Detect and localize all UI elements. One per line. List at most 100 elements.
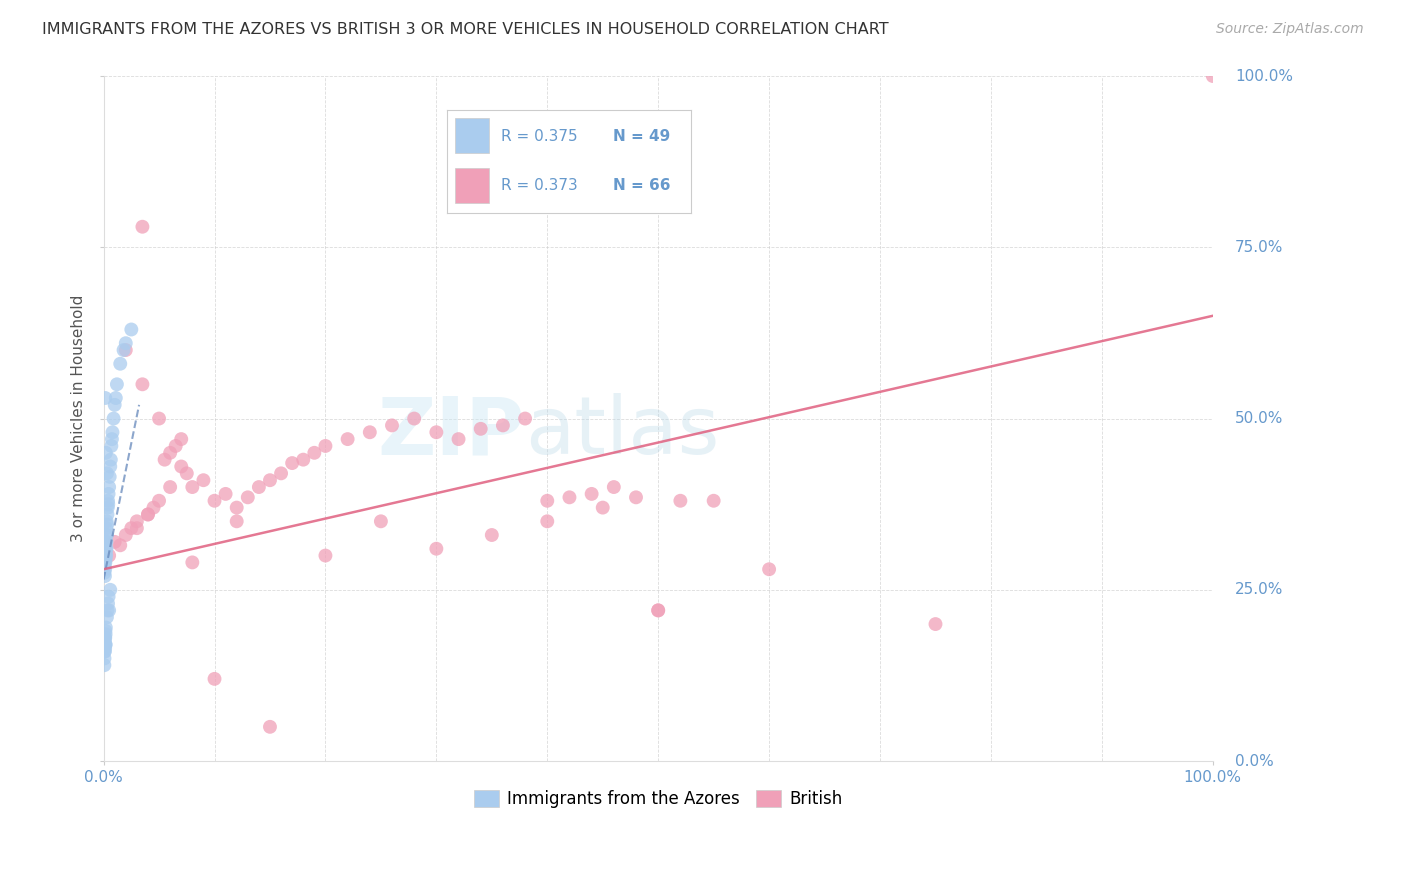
Point	[314, 439, 336, 453]
Point	[97, 493, 120, 508]
Point	[176, 467, 198, 481]
Point	[120, 521, 142, 535]
Point	[94, 545, 117, 559]
Point	[214, 487, 236, 501]
Text: 0.0%: 0.0%	[1234, 754, 1274, 769]
Point	[97, 500, 120, 515]
Point	[647, 603, 669, 617]
Point	[94, 641, 117, 656]
Point	[112, 343, 135, 357]
Point	[104, 534, 127, 549]
Point	[94, 631, 117, 645]
Point	[100, 452, 122, 467]
Point	[281, 456, 304, 470]
Point	[98, 470, 121, 484]
Point	[204, 493, 226, 508]
Point	[94, 562, 117, 576]
Point	[447, 432, 470, 446]
Point	[94, 541, 117, 556]
Point	[669, 493, 692, 508]
Point	[97, 487, 120, 501]
Point	[96, 521, 118, 535]
Point	[98, 582, 121, 597]
Point	[1202, 69, 1225, 83]
Point	[96, 517, 118, 532]
Point	[98, 480, 121, 494]
Point	[94, 545, 117, 559]
Point	[94, 552, 117, 566]
Point	[94, 391, 117, 405]
Point	[148, 411, 170, 425]
Point	[94, 552, 117, 566]
Point	[924, 617, 946, 632]
Point	[110, 357, 132, 371]
Point	[603, 480, 626, 494]
Point	[94, 638, 117, 652]
Point	[96, 528, 118, 542]
Text: atlas: atlas	[524, 393, 720, 471]
Point	[93, 644, 115, 658]
Point	[93, 558, 115, 573]
Point	[94, 627, 117, 641]
Point	[336, 432, 359, 446]
Point	[558, 491, 581, 505]
Point	[359, 425, 381, 440]
Point	[94, 541, 117, 556]
Text: IMMIGRANTS FROM THE AZORES VS BRITISH 3 OR MORE VEHICLES IN HOUSEHOLD CORRELATIO: IMMIGRANTS FROM THE AZORES VS BRITISH 3 …	[42, 22, 889, 37]
Point	[103, 411, 125, 425]
Point	[292, 452, 315, 467]
Point	[259, 720, 281, 734]
Point	[94, 549, 117, 563]
Text: 100.0%: 100.0%	[1234, 69, 1294, 84]
Point	[104, 391, 127, 405]
Point	[170, 432, 193, 446]
Point	[94, 528, 117, 542]
Point	[96, 541, 118, 556]
Point	[96, 514, 118, 528]
Point	[114, 336, 136, 351]
Point	[93, 566, 115, 580]
Point	[94, 556, 117, 570]
Point	[97, 597, 120, 611]
Point	[98, 603, 121, 617]
Point	[94, 446, 117, 460]
Point	[513, 411, 536, 425]
Point	[94, 620, 117, 634]
Point	[148, 493, 170, 508]
Point	[98, 549, 121, 563]
Point	[110, 538, 132, 552]
Point	[159, 446, 181, 460]
Point	[101, 432, 124, 446]
Point	[94, 624, 117, 638]
Point	[94, 638, 117, 652]
Point	[94, 644, 117, 658]
Y-axis label: 3 or more Vehicles in Household: 3 or more Vehicles in Household	[72, 295, 86, 542]
Point	[304, 446, 326, 460]
Point	[181, 556, 204, 570]
Point	[94, 631, 117, 645]
Point	[94, 538, 117, 552]
Point	[236, 491, 259, 505]
Point	[104, 398, 127, 412]
Point	[93, 556, 115, 570]
Point	[94, 534, 117, 549]
Point	[225, 514, 247, 528]
Text: 75.0%: 75.0%	[1234, 240, 1284, 255]
Point	[142, 500, 165, 515]
Point	[97, 497, 120, 511]
Point	[381, 418, 404, 433]
Point	[93, 658, 115, 673]
Point	[314, 549, 336, 563]
Point	[125, 514, 148, 528]
Point	[97, 590, 120, 604]
Point	[96, 603, 118, 617]
Point	[425, 541, 447, 556]
Point	[136, 508, 159, 522]
Point	[94, 534, 117, 549]
Point	[96, 610, 118, 624]
Point	[425, 425, 447, 440]
Point	[370, 514, 392, 528]
Point	[404, 411, 426, 425]
Point	[94, 549, 117, 563]
Point	[114, 528, 136, 542]
